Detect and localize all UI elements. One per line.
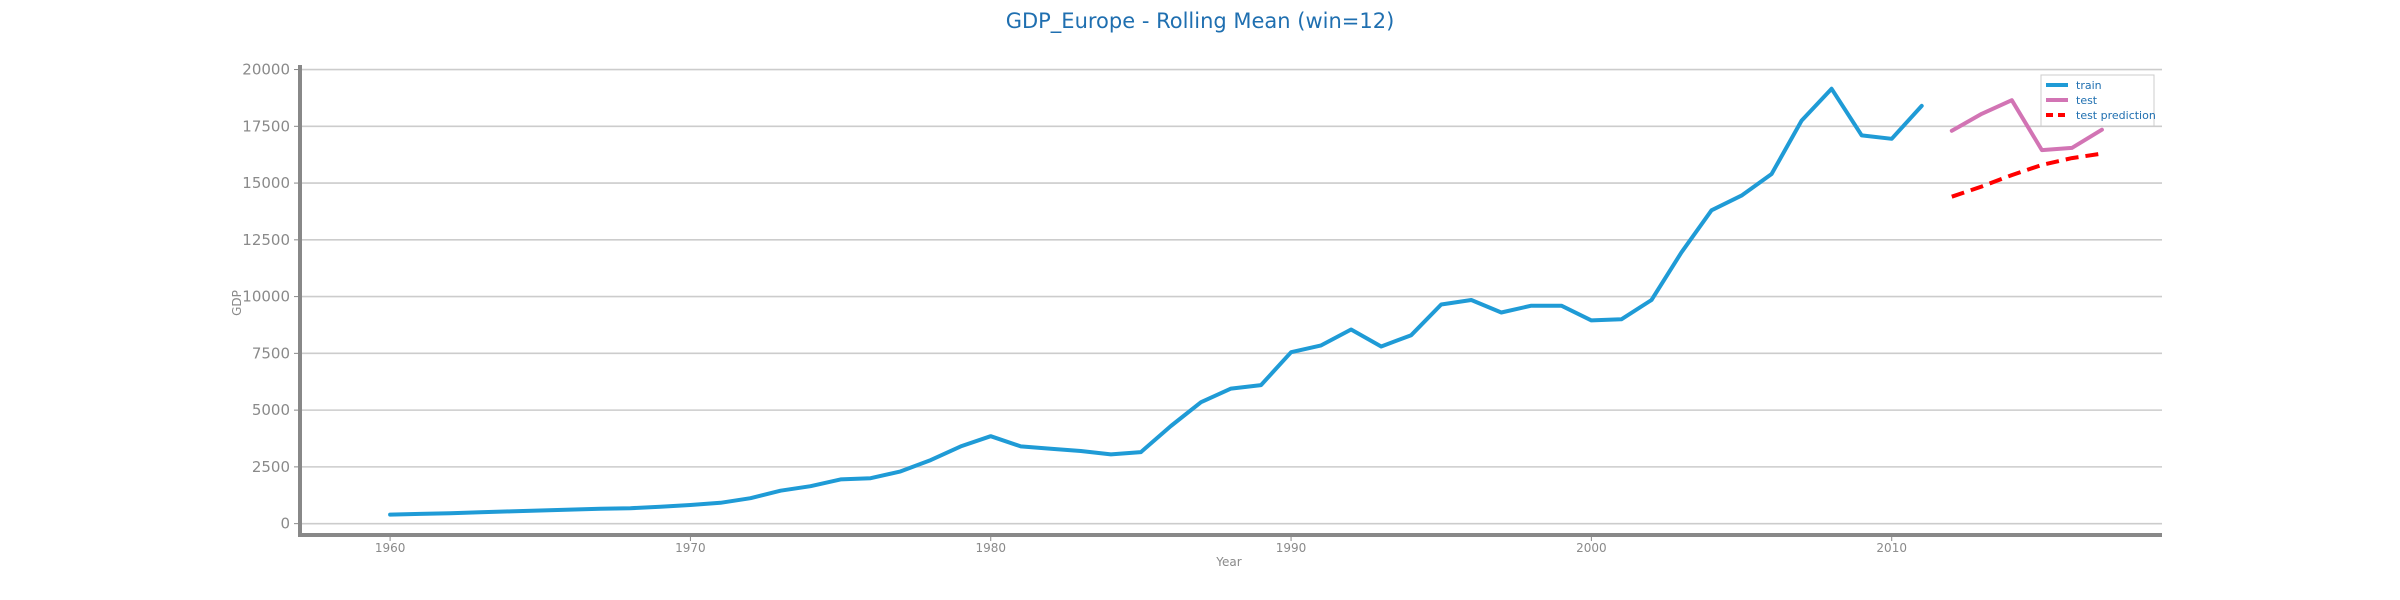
- y-tick-label: 17500: [242, 117, 290, 135]
- y-axis-label: GDP: [230, 290, 244, 316]
- x-tick-label: 1980: [975, 541, 1006, 555]
- y-tick-label: 7500: [252, 344, 290, 362]
- chart-title: GDP_Europe - Rolling Mean (win=12): [1006, 9, 1395, 34]
- y-tick-label: 15000: [242, 174, 290, 192]
- legend: train test test prediction: [2040, 74, 2156, 127]
- x-tick-label: 2000: [1576, 541, 1607, 555]
- x-tick-label: 1990: [1276, 541, 1307, 555]
- x-tick-label: 1960: [375, 541, 406, 555]
- axes: [298, 65, 2162, 537]
- series-layer: [388, 86, 2104, 517]
- x-axis-label: Year: [1215, 555, 1241, 569]
- y-tick-label: 0: [280, 515, 290, 533]
- y-tick-label: 5000: [252, 401, 290, 419]
- legend-label: train: [2076, 79, 2102, 92]
- series-line-train: [388, 86, 1924, 517]
- y-tick-label: 10000: [242, 288, 290, 306]
- x-axis-ticks: 1960 1970 1980 1990 2000 2010: [375, 535, 1907, 555]
- y-tick-label: 12500: [242, 231, 290, 249]
- series-line-test: [1949, 98, 2104, 153]
- series-line-test-prediction: [1951, 151, 2103, 199]
- legend-label: test: [2076, 94, 2098, 107]
- y-axis-ticks: 0 2500 5000 7500 10000 12500 15000 17500 20000: [242, 61, 300, 533]
- grid: [300, 68, 2162, 525]
- legend-label: test prediction: [2076, 109, 2156, 122]
- y-tick-label: 2500: [252, 458, 290, 476]
- x-tick-label: 1970: [675, 541, 706, 555]
- x-tick-label: 2010: [1876, 541, 1907, 555]
- y-tick-label: 20000: [242, 61, 290, 79]
